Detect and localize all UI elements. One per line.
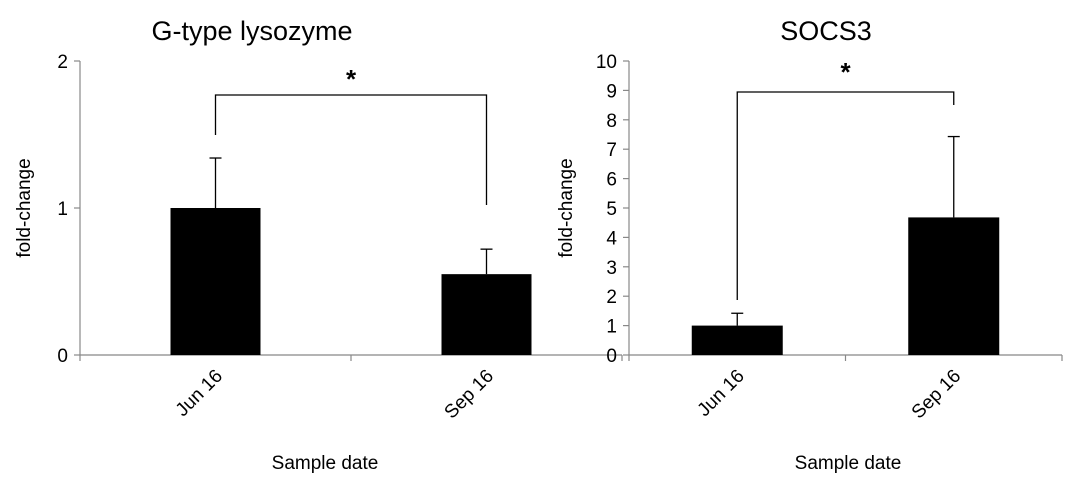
x-category-label: Sep 16: [441, 366, 498, 423]
bar-jun-16: [170, 208, 261, 355]
bar-sep-16: [908, 217, 1000, 355]
y-tick-label: 0: [606, 346, 617, 367]
x-category-label: Sep 16: [908, 366, 965, 423]
x-category-label: Jun 16: [172, 366, 227, 421]
y-tick-label: 2: [57, 52, 68, 73]
y-tick-label: 1: [606, 317, 617, 338]
significance-star: *: [840, 57, 851, 87]
y-tick-label: 8: [606, 111, 617, 132]
y-tick-label: 4: [606, 228, 617, 249]
bar-sep-16: [441, 274, 532, 355]
y-tick-label: 6: [606, 170, 617, 191]
x-axis-label: Sample date: [272, 453, 379, 474]
y-tick-label: 5: [606, 199, 617, 220]
y-axis-label: fold-change: [14, 158, 35, 257]
significance-bracket: [736, 91, 955, 300]
x-category-label: Jun 16: [694, 366, 749, 421]
significance-star: *: [346, 64, 357, 94]
chart-title: G-type lysozyme: [151, 16, 352, 46]
y-axis-label: fold-change: [556, 158, 577, 257]
x-axis-label: Sample date: [795, 453, 902, 474]
y-tick-label: 0: [57, 346, 68, 367]
y-tick-label: 7: [606, 140, 617, 161]
chart-title: SOCS3: [780, 16, 872, 46]
y-tick-label: 1: [57, 199, 68, 220]
significance-bracket: [214, 94, 488, 205]
bar-jun-16: [691, 325, 783, 355]
y-tick-label: 3: [606, 258, 617, 279]
y-tick-label: 10: [596, 52, 617, 73]
y-tick-label: 2: [606, 287, 617, 308]
y-tick-label: 9: [606, 81, 617, 102]
